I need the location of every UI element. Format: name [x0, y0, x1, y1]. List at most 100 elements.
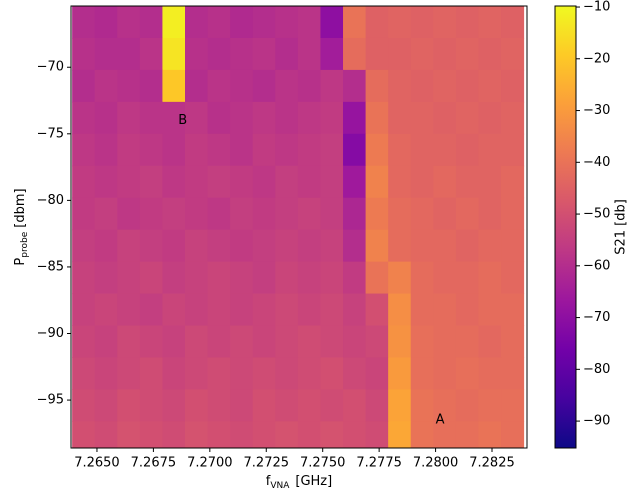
heatmap-cell: [207, 229, 231, 263]
heatmap-cell: [297, 69, 321, 103]
y-tick-label: −70: [37, 60, 64, 75]
colorbar-tick-label: −40: [583, 155, 610, 170]
heatmap-cell: [252, 6, 276, 39]
heatmap-cell: [410, 197, 434, 231]
heatmap-cell: [94, 37, 118, 71]
heatmap-cell: [72, 69, 96, 103]
heatmap-cell: [365, 6, 389, 39]
heatmap-cell: [117, 165, 141, 199]
heatmap-cell: [501, 197, 525, 231]
heatmap-cell: [455, 293, 479, 327]
heatmap-cell: [433, 357, 457, 390]
heatmap-cell: [478, 101, 502, 135]
heatmap-cell: [117, 293, 141, 327]
heatmap-cell: [162, 357, 186, 390]
heatmap-cell: [162, 101, 186, 135]
heatmap-cell: [343, 293, 367, 327]
heatmap-cell: [185, 357, 209, 390]
heatmap-cell: [365, 389, 389, 422]
heatmap-cell: [230, 293, 254, 327]
heatmap-cell: [365, 325, 389, 358]
heatmap-cell: [94, 357, 118, 390]
heatmap-cell: [275, 229, 299, 263]
heatmap-cell: [207, 165, 231, 199]
heatmap-cell: [252, 37, 276, 71]
heatmap-cell: [230, 133, 254, 167]
heatmap-cell: [252, 165, 276, 199]
heatmap-cell: [410, 133, 434, 167]
heatmap-cell: [501, 421, 525, 448]
heatmap-cell: [478, 37, 502, 71]
heatmap-cell: [455, 261, 479, 295]
colorbar-tick-label: −50: [583, 207, 610, 222]
heatmap-cell: [162, 165, 186, 199]
heatmap-cell: [433, 6, 457, 39]
heatmap-cell: [478, 229, 502, 263]
heatmap-cell: [501, 325, 525, 358]
heatmap-cell: [343, 261, 367, 295]
heatmap-cell: [433, 197, 457, 231]
y-label-sub: probe: [20, 231, 30, 257]
heatmap-cell: [365, 133, 389, 167]
heatmap-cell: [455, 229, 479, 263]
heatmap-cell: [410, 293, 434, 327]
heatmap-cell: [230, 421, 254, 448]
heatmap-cell: [388, 421, 412, 448]
heatmap-cell: [410, 357, 434, 390]
heatmap-cell: [275, 293, 299, 327]
heatmap-cell: [501, 69, 525, 103]
heatmap-cell: [117, 101, 141, 135]
heatmap: [72, 6, 525, 448]
heatmap-cell: [207, 197, 231, 231]
heatmap-cell: [230, 357, 254, 390]
heatmap-cell: [230, 229, 254, 263]
heatmap-cell: [185, 37, 209, 71]
heatmap-cell: [275, 389, 299, 422]
heatmap-cell: [320, 69, 344, 103]
heatmap-cell: [72, 133, 96, 167]
heatmap-cell: [433, 101, 457, 135]
heatmap-cell: [275, 165, 299, 199]
heatmap-cell: [365, 197, 389, 231]
heatmap-cell: [320, 421, 344, 448]
heatmap-cell: [72, 389, 96, 422]
heatmap-cell: [388, 325, 412, 358]
heatmap-cell: [320, 133, 344, 167]
heatmap-cell: [388, 6, 412, 39]
heatmap-cell: [388, 69, 412, 103]
heatmap-cell: [207, 389, 231, 422]
colorbar-tick-label: −80: [583, 362, 610, 377]
heatmap-cell: [297, 165, 321, 199]
heatmap-cell: [139, 165, 163, 199]
heatmap-cell: [94, 389, 118, 422]
heatmap-cell: [478, 325, 502, 358]
heatmap-cell: [117, 6, 141, 39]
heatmap-cell: [365, 421, 389, 448]
y-tick-label: −90: [37, 326, 64, 341]
heatmap-cell: [455, 6, 479, 39]
y-tick-label: −80: [37, 193, 64, 208]
heatmap-cell: [185, 389, 209, 422]
x-tick-label: 7.2800: [413, 456, 459, 471]
y-label-main: P: [13, 258, 28, 266]
heatmap-cell: [297, 357, 321, 390]
heatmap-cell: [275, 37, 299, 71]
heatmap-cell: [501, 261, 525, 295]
heatmap-cell: [433, 37, 457, 71]
heatmap-cell: [275, 197, 299, 231]
heatmap-cell: [185, 261, 209, 295]
heatmap-cell: [162, 261, 186, 295]
heatmap-cell: [501, 6, 525, 39]
heatmap-cell: [455, 357, 479, 390]
heatmap-cell: [72, 165, 96, 199]
heatmap-cell: [162, 37, 186, 71]
heatmap-cell: [433, 293, 457, 327]
heatmap-cell: [388, 133, 412, 167]
heatmap-cell: [388, 37, 412, 71]
heatmap-cell: [230, 101, 254, 135]
heatmap-cell: [94, 101, 118, 135]
heatmap-cell: [433, 69, 457, 103]
y-tick-label: −95: [37, 393, 64, 408]
x-label-main: f: [266, 474, 271, 489]
y-tick-label: −85: [37, 259, 64, 274]
